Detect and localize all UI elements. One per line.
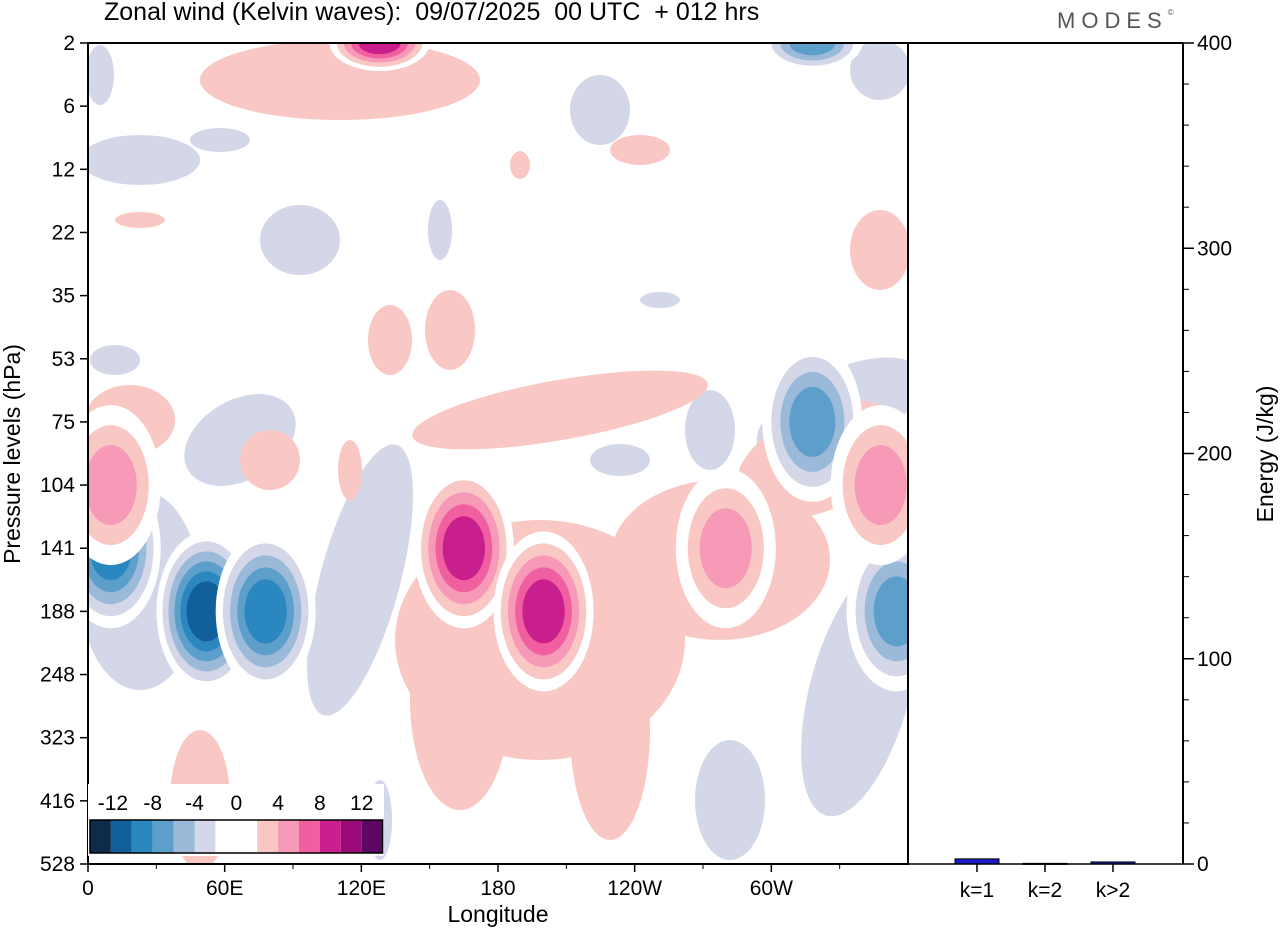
- energy-tick-label: 0: [1197, 853, 1209, 876]
- colorbar-swatch: [278, 820, 299, 853]
- colorbar-swatch: [173, 820, 195, 853]
- colorbar-swatch: [215, 820, 237, 853]
- colorbar-label: -4: [185, 792, 204, 815]
- y-tick-label: 104: [40, 474, 75, 497]
- wind-feature-8: [493, 531, 594, 692]
- colorbar-label: 12: [350, 792, 373, 815]
- colorbar-swatch: [319, 820, 341, 853]
- brand-logo: MODES©: [1057, 8, 1174, 34]
- x-tick-label: 0: [82, 877, 94, 900]
- brand-mark: ©: [1167, 8, 1174, 17]
- y-tick-label: 528: [40, 853, 75, 876]
- y-tick-label: 12: [52, 158, 75, 181]
- colorbar-swatch: [110, 820, 132, 853]
- energy-tick-label: 300: [1197, 237, 1232, 260]
- wind-feature-3: [215, 531, 316, 692]
- y-tick-label: 248: [40, 664, 75, 687]
- wind-contour-field: [88, 43, 908, 864]
- colorbar-label: 4: [272, 792, 284, 815]
- y-tick-label: 323: [40, 727, 75, 750]
- energy-category-label: k=2: [1028, 879, 1062, 902]
- colorbar-swatch: [299, 820, 320, 853]
- energy-bar: [954, 858, 1000, 865]
- y-tick-label: 22: [52, 221, 75, 244]
- energy-tick-label: 100: [1197, 648, 1232, 671]
- colorbar-swatch: [236, 820, 258, 853]
- y-tick-label: 53: [52, 348, 75, 371]
- wind-feature-4: [846, 531, 908, 692]
- colorbar: -12 -8 -4 0 4 8 12: [88, 784, 384, 856]
- x-tick-label: 60W: [750, 877, 793, 900]
- chart-title: Zonal wind (Kelvin waves): 09/07/2025 00…: [104, 0, 760, 26]
- y-tick-label: 141: [40, 537, 75, 560]
- x-tick-label: 180: [480, 877, 515, 900]
- x-tick-label: 60E: [206, 877, 243, 900]
- wind-feature-10: [830, 405, 908, 566]
- colorbar-swatch: [152, 820, 174, 853]
- colorbar-swatch: [361, 820, 383, 853]
- energy-category-label: k=1: [960, 879, 994, 902]
- y-tick-label: 416: [40, 790, 75, 813]
- colorbar-swatch: [131, 820, 153, 853]
- y-tick-label: 2: [63, 32, 75, 55]
- y-axis-title: Pressure levels (hPa): [0, 344, 25, 564]
- x-axis-title: Longitude: [447, 901, 548, 927]
- brand-text: MODES: [1057, 8, 1168, 33]
- colorbar-swatch: [194, 820, 216, 853]
- wind-feature-12: [88, 405, 161, 566]
- y-tick-label: 75: [52, 411, 75, 434]
- x-tick-label: 120W: [607, 877, 662, 900]
- y-tick-label: 188: [40, 600, 75, 623]
- wind-feature-6: [762, 43, 863, 71]
- colorbar-label: -12: [98, 792, 128, 815]
- wind-feature-7: [413, 468, 514, 629]
- colorbar-label: 8: [314, 792, 326, 815]
- colorbar-swatch: [90, 820, 111, 853]
- wind-feature-11: [329, 43, 430, 71]
- colorbar-swatch: [340, 820, 362, 853]
- energy-tick-label: 200: [1197, 443, 1232, 466]
- x-tick-label: 120E: [337, 877, 386, 900]
- colorbar-label: 0: [230, 792, 242, 815]
- wind-feature-9: [675, 468, 776, 629]
- colorbar-label: -8: [143, 792, 162, 815]
- y-tick-label: 35: [52, 285, 75, 308]
- y-tick-label: 6: [63, 95, 75, 118]
- energy-category-label: k>2: [1096, 879, 1130, 902]
- energy-tick-label: 400: [1197, 32, 1232, 55]
- colorbar-swatch: [257, 820, 279, 853]
- energy-axis-title: Energy (J/kg): [1252, 386, 1278, 523]
